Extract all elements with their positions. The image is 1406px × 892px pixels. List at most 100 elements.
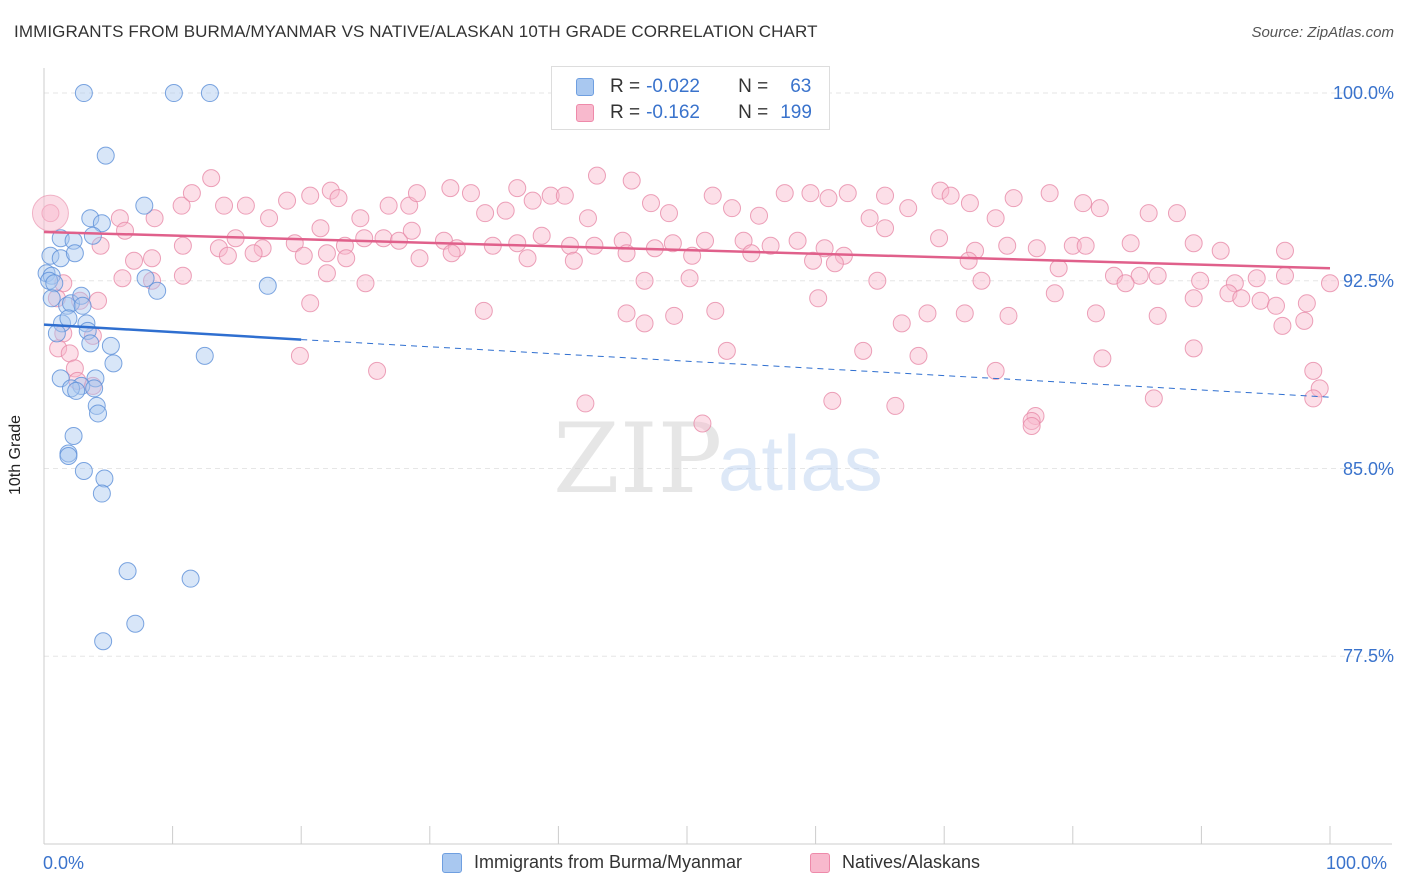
- natives-point: [317, 244, 336, 263]
- natives-point: [860, 209, 879, 228]
- natives-point: [1232, 289, 1251, 308]
- burma-point: [96, 146, 115, 165]
- natives-point: [663, 234, 682, 253]
- natives-point: [788, 231, 807, 250]
- natives-point: [532, 226, 551, 245]
- natives-point: [886, 396, 905, 415]
- natives-point: [218, 246, 237, 265]
- natives-point: [1275, 266, 1294, 285]
- natives-point: [368, 361, 387, 380]
- natives-point: [182, 184, 201, 203]
- natives-point: [1130, 266, 1149, 285]
- bottom-legend-label-pink: Natives/Alaskans: [842, 852, 981, 872]
- natives-point: [1304, 389, 1323, 408]
- burma-point: [136, 269, 155, 288]
- natives-point: [410, 249, 429, 268]
- natives-point: [717, 341, 736, 360]
- natives-point: [253, 239, 272, 258]
- y-tick-label: 85.0%: [1342, 458, 1394, 479]
- burma-point: [118, 562, 137, 581]
- natives-point: [986, 361, 1005, 380]
- natives-point: [723, 199, 742, 218]
- natives-point: [1310, 379, 1329, 398]
- natives-point: [301, 186, 320, 205]
- natives-point: [236, 196, 255, 215]
- natives-point: [635, 271, 654, 290]
- legend-n-value: 199: [780, 102, 812, 123]
- natives-point: [838, 184, 857, 203]
- natives-point: [278, 191, 297, 210]
- legend-r-value: -0.162: [646, 102, 700, 123]
- natives-point: [508, 179, 527, 198]
- natives-point: [1022, 416, 1041, 435]
- natives-point: [641, 194, 660, 213]
- legend-swatch-blue: [576, 78, 594, 96]
- burma-point: [45, 274, 64, 293]
- natives-point: [1266, 296, 1285, 315]
- watermark: ZIP atlas: [553, 403, 883, 515]
- natives-point: [819, 189, 838, 208]
- natives-point: [617, 304, 636, 323]
- natives-point: [1247, 269, 1266, 288]
- burma-point: [164, 84, 183, 103]
- natives-point: [635, 314, 654, 333]
- natives-point: [355, 229, 374, 248]
- burma-point: [95, 469, 114, 488]
- burma-point: [42, 266, 61, 285]
- natives-point: [585, 236, 604, 255]
- legend-row-pink: R = -0.162 N = 199: [576, 101, 812, 125]
- legend-n-label: N =: [738, 102, 769, 123]
- natives-point: [518, 249, 537, 268]
- natives-point: [172, 196, 191, 215]
- natives-point: [972, 271, 991, 290]
- natives-point: [918, 304, 937, 323]
- y-tick-label: 100.0%: [1332, 83, 1394, 104]
- natives-point: [496, 201, 515, 220]
- natives-point: [1139, 204, 1158, 223]
- natives-point: [899, 199, 918, 218]
- natives-point: [1275, 241, 1294, 260]
- burma-point: [72, 286, 91, 305]
- natives-point: [1148, 306, 1167, 325]
- natives-point: [125, 251, 144, 270]
- natives-point: [955, 304, 974, 323]
- natives-point: [1004, 189, 1023, 208]
- burma-point: [73, 296, 92, 315]
- natives-point: [1184, 339, 1203, 358]
- natives-point: [311, 219, 330, 238]
- natives-point: [931, 181, 950, 200]
- correlation-legend: R = -0.022 N = 63 R = -0.162 N = 199: [551, 66, 830, 130]
- y-tick-label: 77.5%: [1342, 646, 1394, 667]
- trend-lines: [43, 230, 1331, 398]
- bottom-legend-label-blue: Immigrants from Burma/Myanmar: [474, 852, 743, 872]
- burma-point: [200, 84, 219, 103]
- burma-point: [67, 381, 86, 400]
- natives-point: [680, 269, 699, 288]
- natives-point: [202, 169, 221, 188]
- natives-point: [564, 251, 583, 270]
- legend-n-value: 63: [790, 76, 812, 97]
- grid-lines: [44, 92, 1390, 657]
- natives-point: [576, 394, 595, 413]
- bottom-legend-blue: Immigrants from Burma/Myanmar: [442, 852, 742, 873]
- natives-point: [474, 301, 493, 320]
- trend-line-natives: [43, 230, 1331, 270]
- natives-point: [960, 194, 979, 213]
- burma-point: [258, 276, 277, 295]
- natives-point: [854, 341, 873, 360]
- natives-point: [351, 209, 370, 228]
- natives-point: [930, 229, 949, 248]
- natives-point: [1063, 236, 1082, 255]
- bottom-legend-swatch-blue: [442, 852, 462, 873]
- natives-point: [523, 191, 542, 210]
- burma-point: [92, 214, 111, 233]
- y-tick-label: 92.5%: [1342, 270, 1394, 291]
- burma-point: [51, 249, 70, 268]
- burma-point: [85, 379, 104, 398]
- burma-point: [195, 346, 214, 365]
- natives-point: [876, 219, 895, 238]
- natives-point: [892, 314, 911, 333]
- natives-point: [379, 196, 398, 215]
- source-credit: Source: ZipAtlas.com: [1251, 24, 1394, 41]
